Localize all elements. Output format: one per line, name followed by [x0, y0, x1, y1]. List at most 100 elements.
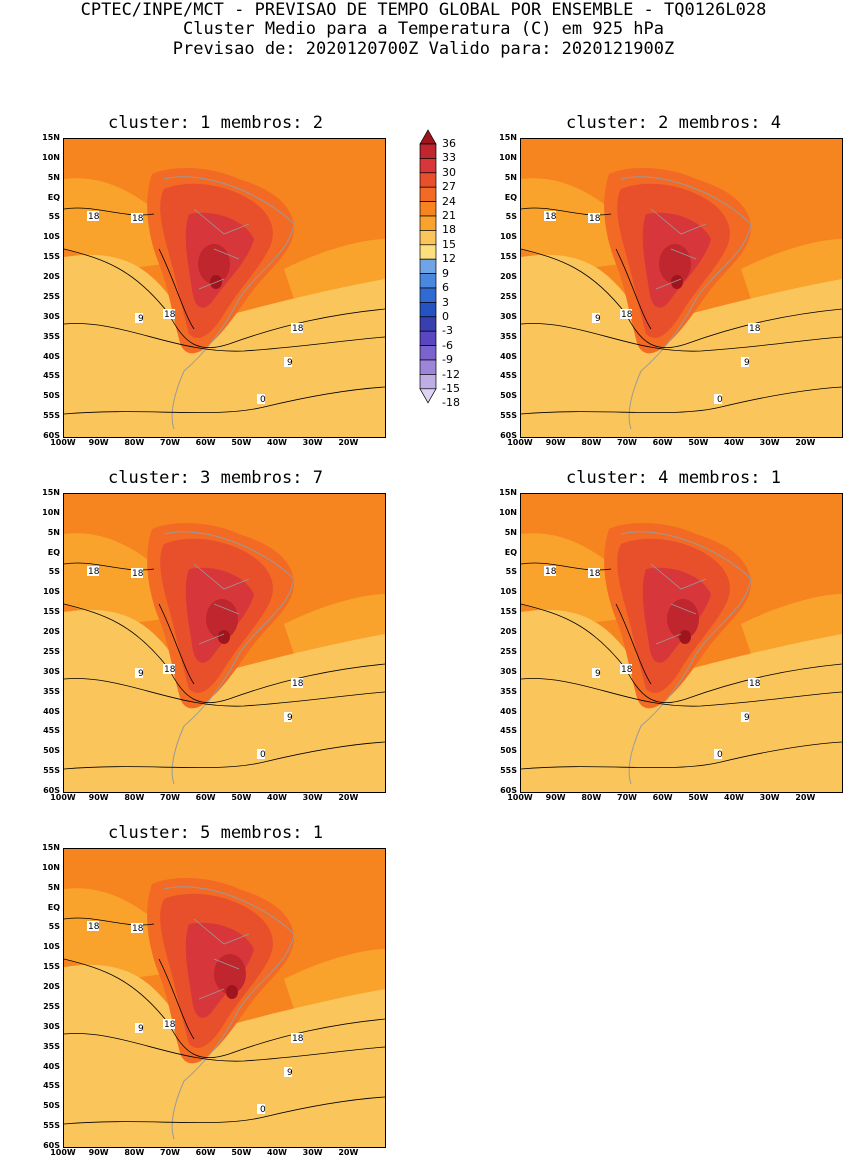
contour-label: 9	[135, 668, 144, 679]
lat-tick-label: 30S	[500, 666, 517, 676]
lon-tick-label: 50W	[231, 438, 252, 447]
contour-label-text: 18	[749, 324, 761, 334]
contour-label-text: 18	[545, 567, 557, 577]
lat-tick-label: 55S	[500, 411, 517, 421]
contour-label-text: 18	[88, 922, 100, 932]
lat-tick-label: 50S	[43, 1101, 60, 1111]
lat-tick-label: 5N	[47, 172, 60, 182]
lon-tick-label: 30W	[302, 793, 323, 802]
lon-tick-label: 90W	[545, 438, 566, 447]
lon-tick-label: 30W	[302, 438, 323, 447]
lon-tick-label: 60W	[195, 438, 216, 447]
lat-tick-label: 20S	[43, 627, 60, 637]
contour-label: 18	[748, 678, 761, 689]
contour-label-text: 18	[88, 567, 100, 577]
lon-tick-label: 70W	[160, 793, 180, 802]
colorbar-level-label: 18	[442, 223, 456, 237]
lon-tick-label: 20W	[795, 438, 816, 447]
contour-label: 0	[257, 1104, 266, 1115]
lon-tick-label: 30W	[759, 793, 780, 802]
lon-tick-label: 70W	[160, 1148, 180, 1157]
lat-tick-label: 40S	[43, 351, 60, 361]
lat-tick-label: 45S	[43, 1081, 60, 1091]
contour-label-text: 0	[260, 750, 266, 760]
contour-label: 18	[131, 568, 144, 579]
lat-tick-label: 35S	[500, 331, 517, 341]
contour-label: 18	[87, 921, 100, 932]
lat-tick-label: 10S	[43, 587, 60, 597]
lat-tick-label: 15N	[42, 843, 60, 852]
colorbar-level-label: 24	[442, 194, 456, 208]
contour-label-text: 18	[292, 679, 304, 689]
colorbar-level-label: 15	[442, 237, 456, 251]
lon-tick-label: 100W	[50, 793, 76, 802]
lat-tick-label: 55S	[43, 766, 60, 776]
colorbar-level-label: 3	[442, 295, 449, 309]
contour-label: 9	[741, 357, 750, 368]
colorbar-swatch	[419, 244, 437, 260]
lat-tick-label: 25S	[500, 646, 517, 656]
lat-tick-label: 40S	[43, 706, 60, 716]
lat-tick-label: 60S	[43, 786, 60, 795]
contour-label-text: 18	[589, 214, 601, 224]
lat-tick-label: 45S	[43, 726, 60, 736]
contour-label-text: 18	[132, 569, 144, 579]
lat-tick-label: 15N	[499, 488, 517, 497]
contour-label-text: 18	[621, 310, 633, 320]
lon-tick-label: 100W	[507, 438, 533, 447]
lon-tick-label: 90W	[88, 438, 109, 447]
colorbar-level-label: 12	[442, 252, 456, 266]
contour-label-text: 0	[260, 395, 266, 405]
title-line-3: Previsao de: 2020120700Z Valido para: 20…	[172, 39, 675, 59]
lon-tick-label: 90W	[88, 1148, 109, 1157]
colorbar-swatch	[419, 158, 437, 174]
lon-tick-label: 50W	[231, 793, 252, 802]
lon-tick-label: 20W	[338, 793, 359, 802]
lon-tick-label: 80W	[124, 793, 145, 802]
lat-tick-label: 60S	[43, 1141, 60, 1150]
contour-label-text: 18	[164, 665, 176, 675]
lon-tick-label: 70W	[617, 793, 637, 802]
lat-tick-label: 55S	[500, 766, 517, 776]
contour-label-text: 0	[260, 1105, 266, 1115]
contour-label: 18	[748, 323, 761, 334]
lat-tick-label: EQ	[47, 547, 60, 557]
lat-tick-label: 25S	[43, 1001, 60, 1011]
lat-tick-label: 35S	[43, 331, 60, 341]
contour-label-text: 18	[132, 214, 144, 224]
colorbar-level-label: -15	[442, 382, 460, 396]
colorbar-swatch	[419, 359, 437, 375]
lon-tick-label: 20W	[795, 793, 816, 802]
contour-label-text: 9	[138, 669, 144, 679]
lat-tick-label: 5N	[47, 882, 60, 892]
contour-label: 0	[257, 749, 266, 760]
forecast-map: 18 18 18 18 9 9 0	[63, 848, 386, 1148]
lat-tick-label: 55S	[43, 411, 60, 421]
lat-tick-label: EQ	[504, 547, 517, 557]
lat-tick-label: 5N	[504, 172, 517, 182]
panel-title: cluster: 3 membros: 7	[108, 468, 323, 488]
lat-tick-label: 15N	[499, 133, 517, 142]
lat-tick-label: 25S	[43, 646, 60, 656]
lon-tick-label: 100W	[50, 438, 76, 447]
lat-tick-label: 15N	[42, 488, 60, 497]
lat-tick-label: 15S	[43, 607, 60, 617]
lon-tick-label: 90W	[545, 793, 566, 802]
lon-tick-label: 30W	[759, 438, 780, 447]
colorbar-level-label: 0	[442, 309, 449, 323]
lat-tick-label: EQ	[47, 192, 60, 202]
colorbar-level-label: -9	[442, 353, 453, 367]
lat-tick-label: 30S	[500, 311, 517, 321]
contour-label-text: 18	[589, 569, 601, 579]
lon-tick-label: 50W	[688, 793, 709, 802]
lon-tick-label: 50W	[688, 438, 709, 447]
contour-label-text: 9	[744, 713, 750, 723]
lat-tick-label: 5S	[505, 212, 517, 222]
lat-tick-label: 60S	[43, 431, 60, 440]
lon-tick-label: 60W	[195, 793, 216, 802]
lat-tick-label: 10S	[500, 587, 517, 597]
lat-tick-label: EQ	[504, 192, 517, 202]
contour-label-text: 18	[88, 212, 100, 222]
lat-tick-label: 15N	[42, 133, 60, 142]
contour-label: 18	[588, 568, 601, 579]
